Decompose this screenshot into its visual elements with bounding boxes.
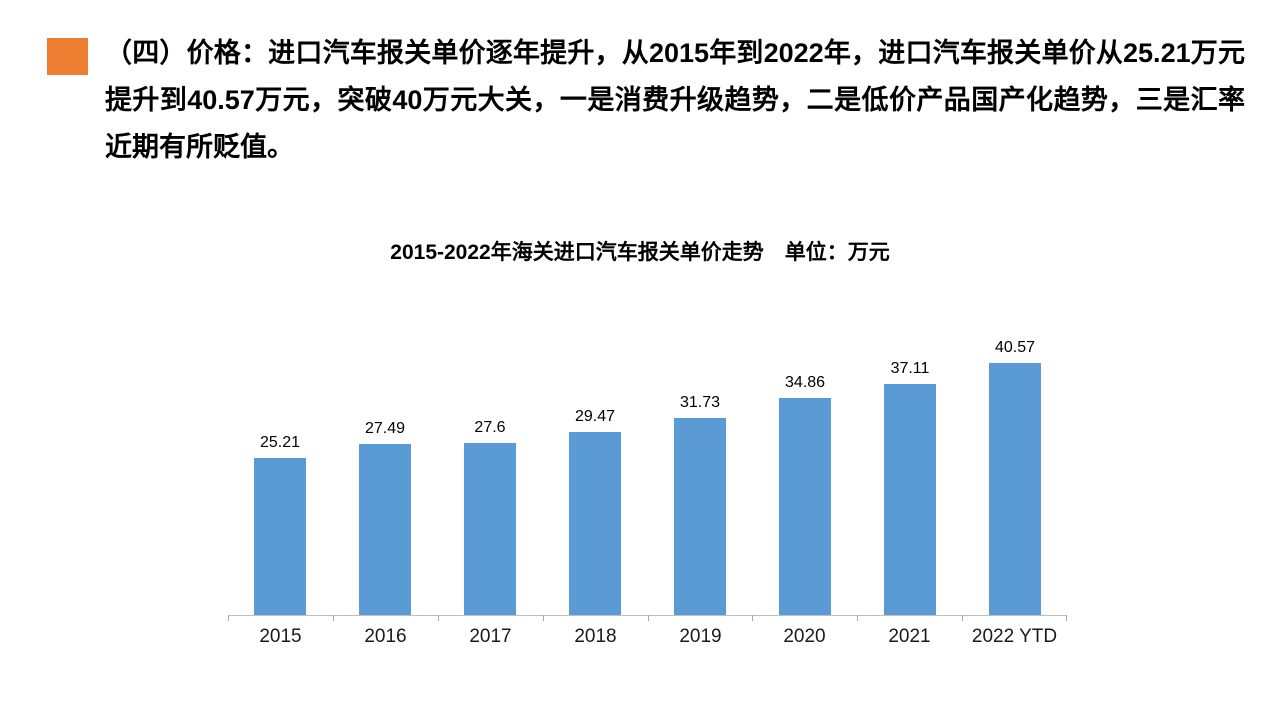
x-axis-label: 2022 YTD [971, 626, 1058, 647]
data-label: 27.49 [364, 420, 406, 437]
x-axis-label: 2017 [469, 626, 512, 647]
data-label: 34.86 [784, 374, 826, 391]
x-axis-tick [333, 615, 334, 621]
x-axis-label: 2019 [679, 626, 722, 647]
bar-2015 [254, 458, 306, 615]
bar-2018 [569, 432, 621, 615]
data-label: 25.21 [259, 434, 301, 451]
data-label: 37.11 [890, 360, 930, 377]
x-axis-label: 2020 [783, 626, 826, 647]
data-label: 29.47 [574, 408, 616, 425]
bar-plot: 25.21 2015 27.49 2016 27.6 2017 29.47 2018 31.73… [228, 335, 1067, 647]
x-axis-tick [648, 615, 649, 621]
x-axis-tick [962, 615, 963, 621]
bar-2022 YTD [989, 363, 1041, 615]
data-label: 31.73 [679, 394, 721, 411]
bar-2016 [359, 444, 411, 615]
x-axis-tick [543, 615, 544, 621]
x-axis-label: 2018 [574, 626, 617, 647]
bar-2021 [884, 384, 936, 615]
x-axis-label: 2021 [888, 626, 931, 647]
x-axis-tick [752, 615, 753, 621]
data-label: 27.6 [474, 419, 506, 436]
x-axis-tick [1066, 615, 1067, 621]
chart-title: 2015-2022年海关进口汽车报关单价走势 单位：万元 [390, 241, 890, 264]
data-label: 40.57 [994, 339, 1036, 356]
x-axis-tick [438, 615, 439, 621]
x-axis-tick [857, 615, 858, 621]
x-axis-tick [228, 615, 229, 621]
x-axis-label: 2016 [364, 626, 407, 647]
bar-2019 [674, 418, 726, 615]
bullet-square [47, 38, 88, 75]
x-axis-label: 2015 [259, 626, 302, 647]
bar-2017 [464, 443, 516, 615]
bar-2020 [779, 398, 831, 615]
slide-heading: （四）价格：进口汽车报关单价逐年提升，从2015年到2022年，进口汽车报关单价… [105, 38, 1245, 162]
